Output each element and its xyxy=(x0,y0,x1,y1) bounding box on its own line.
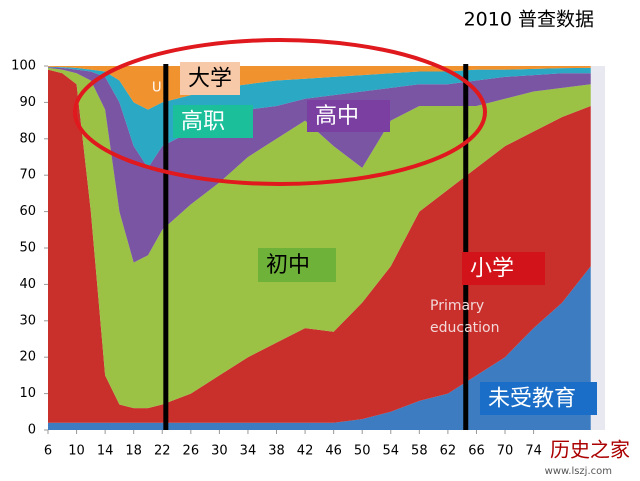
watermark: 历史之家 xyxy=(550,438,630,462)
label-box xyxy=(480,382,597,415)
x-tick-label: 66 xyxy=(468,444,485,459)
y-tick-label: 80 xyxy=(19,131,36,146)
y-tick-label: 10 xyxy=(19,386,36,401)
label-box xyxy=(173,105,253,138)
label-box xyxy=(258,248,336,282)
area xyxy=(48,69,591,423)
annotation: 小学 xyxy=(470,257,514,282)
annotation: Primary xyxy=(430,298,484,314)
x-tick-label: 30 xyxy=(211,444,228,459)
x-tick-label: 62 xyxy=(440,444,457,459)
label-box xyxy=(462,252,545,285)
x-tick-label: 50 xyxy=(354,444,371,459)
area xyxy=(48,67,591,409)
y-tick-label: 50 xyxy=(19,241,36,256)
x-tick-label: 74 xyxy=(525,444,542,459)
x-tick-label: 26 xyxy=(183,444,200,459)
y-tick-label: 30 xyxy=(19,313,36,328)
x-tick-label: 34 xyxy=(240,444,257,459)
area xyxy=(48,66,591,168)
y-tick-label: 100 xyxy=(11,59,36,74)
highlight-ellipse xyxy=(73,38,487,186)
annotation: 初中 xyxy=(266,253,310,278)
x-tick-label: 6 xyxy=(44,444,52,459)
x-tick-label: 10 xyxy=(68,444,85,459)
annotation: U xyxy=(152,81,162,96)
y-tick-label: 20 xyxy=(19,350,36,365)
y-tick-label: 0 xyxy=(28,423,36,438)
x-tick-label: 22 xyxy=(154,444,171,459)
x-tick-label: 70 xyxy=(497,444,514,459)
annotation: education xyxy=(430,320,499,336)
x-tick-label: 54 xyxy=(382,444,399,459)
x-tick-label: 42 xyxy=(297,444,314,459)
label-box xyxy=(180,62,240,95)
y-tick-label: 40 xyxy=(19,277,36,292)
x-tick-label: 18 xyxy=(125,444,142,459)
annotation: 未受教育 xyxy=(488,387,576,412)
annotation: 高职 xyxy=(181,110,225,135)
label-box xyxy=(307,100,390,132)
watermark: www.lszj.com xyxy=(545,466,612,477)
y-tick-label: 60 xyxy=(19,204,36,219)
x-tick-label: 58 xyxy=(411,444,428,459)
chart-title: 2010 普查数据 xyxy=(464,9,594,31)
x-tick-label: 14 xyxy=(97,444,114,459)
annotation: 高中 xyxy=(315,104,359,129)
annotation: 大学 xyxy=(188,67,232,92)
x-tick-label: 46 xyxy=(325,444,342,459)
x-tick-label: 38 xyxy=(268,444,285,459)
y-tick-label: 70 xyxy=(19,168,36,183)
y-tick-label: 90 xyxy=(19,95,36,110)
